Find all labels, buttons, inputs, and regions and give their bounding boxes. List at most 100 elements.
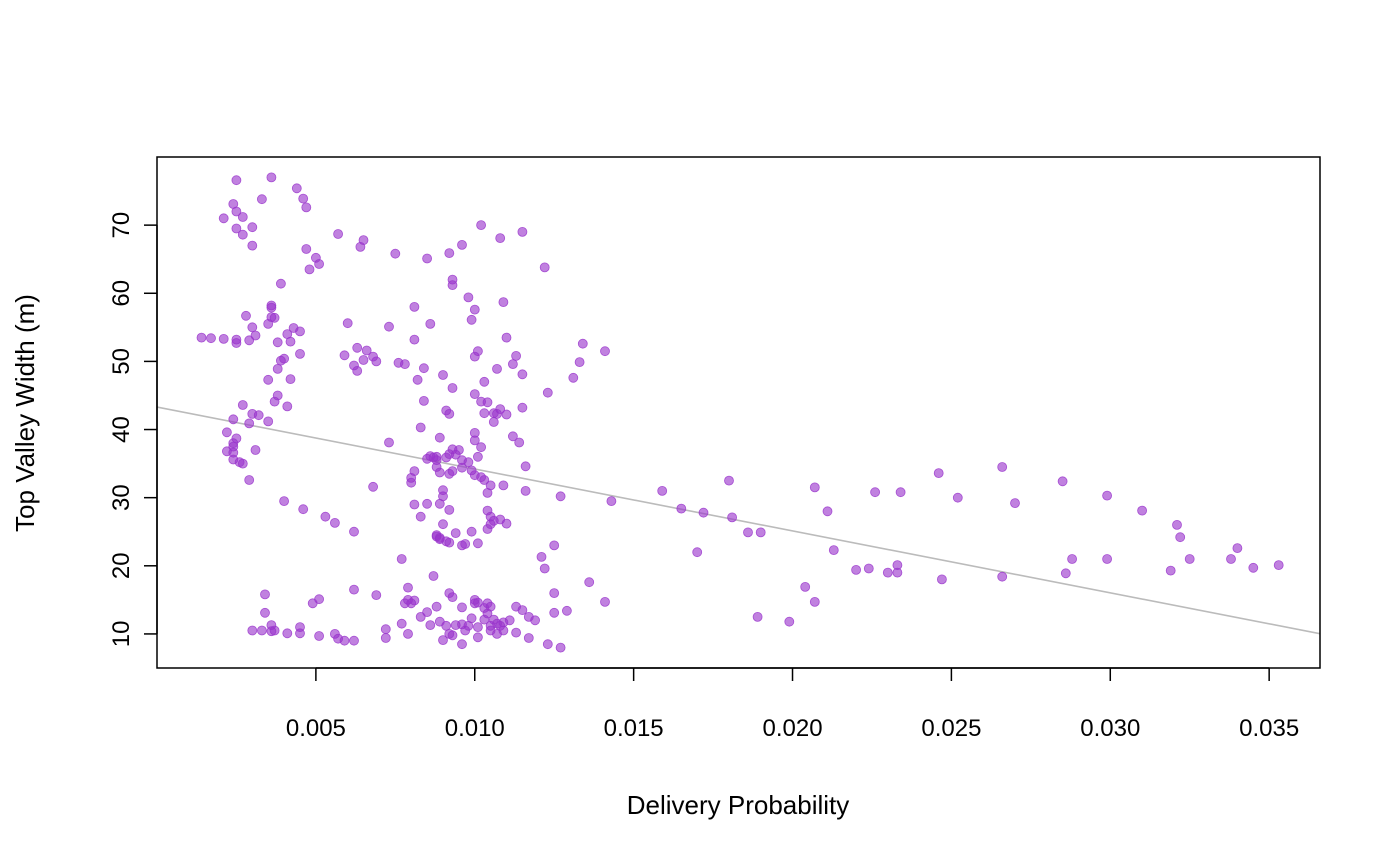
y-tick-label: 50 [108, 348, 135, 375]
data-point [409, 499, 420, 510]
data-point [1226, 554, 1236, 564]
data-point [295, 622, 305, 632]
data-point [406, 477, 417, 488]
data-point [247, 222, 258, 233]
data-point [298, 504, 309, 515]
data-point [472, 451, 483, 462]
data-point [511, 350, 521, 361]
data-point [542, 639, 553, 650]
data-point [870, 487, 880, 498]
data-point [501, 409, 512, 420]
data-point [752, 612, 763, 622]
data-point [466, 314, 477, 325]
data-point [549, 588, 560, 598]
data-point [247, 322, 258, 333]
data-point [755, 527, 766, 538]
data-point [256, 194, 267, 205]
data-point [329, 518, 340, 528]
data-point [269, 396, 280, 407]
data-point [743, 527, 753, 538]
data-point [851, 565, 861, 575]
y-tick-label: 10 [108, 621, 135, 648]
data-point [218, 213, 229, 224]
data-point [698, 507, 709, 518]
data-point [269, 312, 280, 323]
data-point [600, 346, 610, 357]
data-point [447, 466, 458, 477]
data-point [657, 485, 668, 496]
data-point [472, 538, 483, 549]
data-point [279, 496, 290, 507]
data-point [727, 512, 737, 523]
data-point [228, 414, 239, 425]
data-point [676, 503, 687, 514]
x-axis-title: Delivery Probability [627, 790, 850, 820]
data-point [422, 498, 433, 509]
data-point [542, 387, 553, 398]
data-point [568, 372, 579, 383]
data-point [508, 359, 518, 370]
data-point [428, 571, 439, 581]
x-tick-label: 0.025 [921, 715, 981, 742]
data-point [272, 337, 283, 348]
data-point [263, 416, 274, 427]
data-point [444, 248, 455, 259]
data-point [1184, 554, 1195, 564]
data-point [476, 442, 487, 453]
x-tick-label: 0.035 [1239, 715, 1299, 742]
data-point [352, 365, 363, 376]
data-point [498, 480, 509, 491]
data-point [295, 326, 305, 337]
data-point [555, 491, 566, 502]
data-point [237, 400, 248, 410]
data-point [479, 408, 490, 419]
data-point [488, 408, 499, 419]
data-point [221, 427, 232, 438]
data-point [476, 220, 487, 231]
data-point [403, 582, 413, 593]
data-point [320, 511, 331, 522]
data-point [447, 383, 458, 393]
data-point [1175, 532, 1186, 543]
y-axis-title: Top Valley Width (m) [10, 294, 40, 532]
data-point [1232, 543, 1243, 553]
data-point [380, 624, 391, 635]
data-point [282, 628, 293, 639]
plot-frame [156, 156, 1321, 669]
data-point [447, 630, 458, 641]
data-point [463, 292, 474, 303]
data-point [434, 432, 445, 443]
data-point [447, 280, 458, 291]
data-point [514, 437, 525, 448]
data-point [237, 458, 248, 469]
data-point [237, 212, 248, 222]
data-point [339, 635, 350, 646]
data-point [466, 526, 477, 537]
data-point [511, 627, 521, 638]
data-point [809, 482, 820, 493]
data-point [555, 642, 566, 653]
data-point [479, 614, 490, 625]
data-point [482, 487, 493, 498]
x-tick-label: 0.020 [762, 715, 822, 742]
data-point [406, 598, 417, 609]
data-point [250, 445, 261, 455]
data-point [263, 318, 274, 329]
y-tick-label: 40 [108, 416, 135, 443]
x-tick-label: 0.005 [286, 715, 346, 742]
data-point [444, 537, 455, 548]
data-point [501, 518, 512, 529]
data-point [349, 635, 359, 646]
data-point [260, 607, 270, 618]
data-point [517, 605, 528, 615]
data-point [574, 357, 585, 368]
data-point [285, 336, 296, 347]
data-point [1010, 498, 1020, 509]
data-point [333, 229, 344, 239]
data-point [314, 259, 325, 269]
data-point [418, 363, 429, 374]
data-point [371, 356, 382, 367]
data-point [1273, 560, 1284, 570]
data-point [422, 453, 433, 464]
